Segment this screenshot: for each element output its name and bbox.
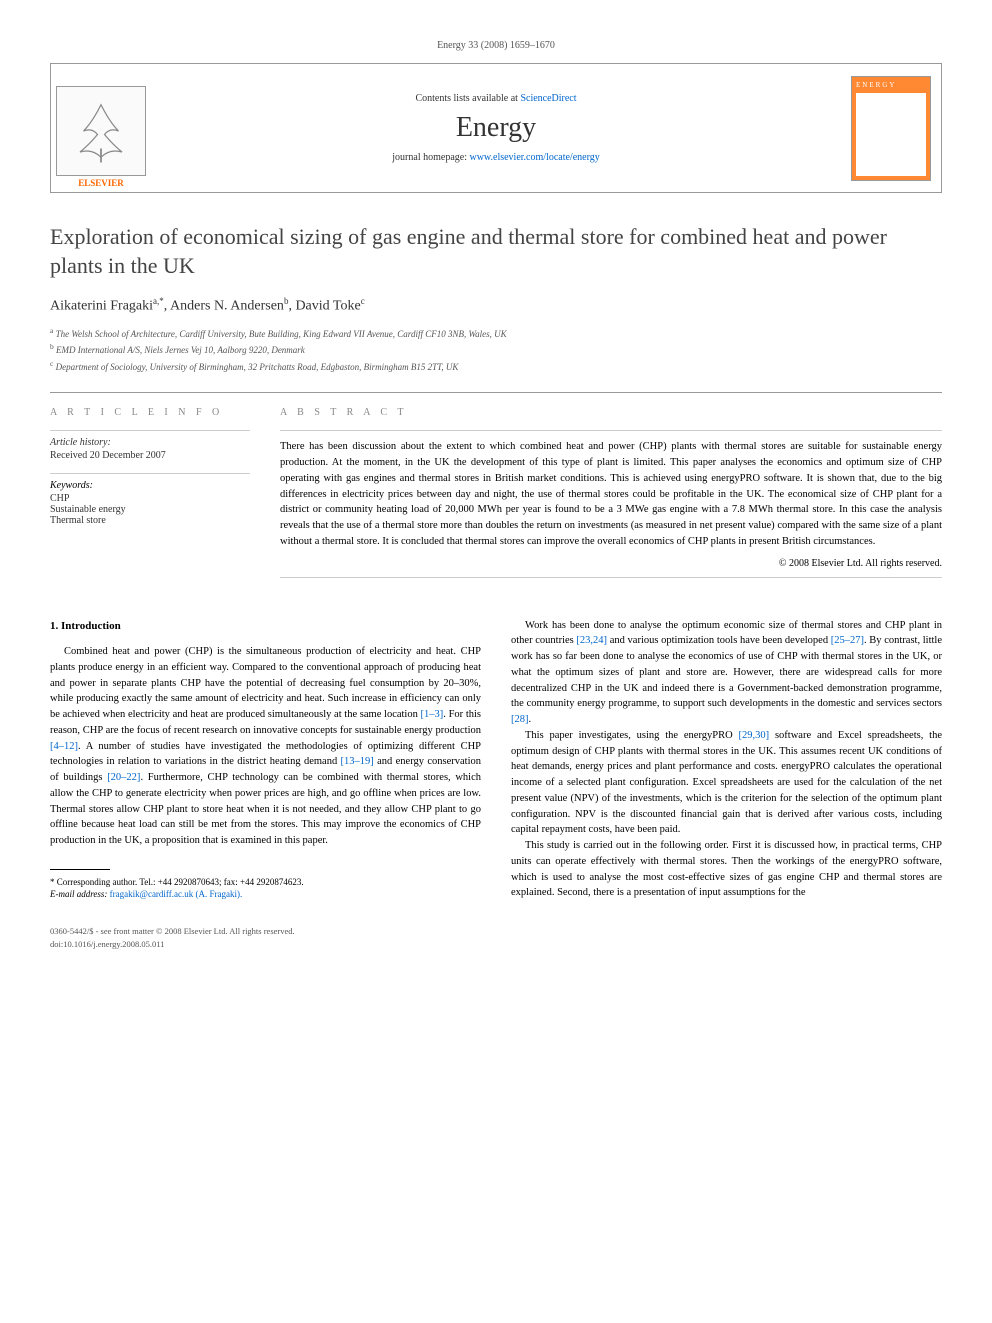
intro-paragraph-1: Combined heat and power (CHP) is the sim…: [50, 644, 481, 849]
contents-available-line: Contents lists available at ScienceDirec…: [151, 93, 841, 104]
intro-paragraph-3: This paper investigates, using the energ…: [511, 728, 942, 838]
article-info-column: A R T I C L E I N F O Article history: R…: [50, 407, 250, 577]
info-abstract-row: A R T I C L E I N F O Article history: R…: [50, 392, 942, 577]
corresponding-line: * Corresponding author. Tel.: +44 292087…: [50, 876, 481, 889]
abstract-text: There has been discussion about the exte…: [280, 430, 942, 549]
ref-link-28[interactable]: [28]: [511, 714, 529, 725]
ref-link-13-19[interactable]: [13–19]: [341, 756, 374, 767]
author-2: , Anders N. Andersen: [164, 299, 284, 314]
journal-homepage-link[interactable]: www.elsevier.com/locate/energy: [469, 152, 599, 163]
author-email-link[interactable]: fragakik@cardiff.ac.uk (A. Fragaki).: [110, 889, 243, 899]
journal-homepage-line: journal homepage: www.elsevier.com/locat…: [151, 152, 841, 163]
contents-prefix: Contents lists available at: [415, 93, 520, 104]
column-right: Work has been done to analyse the optimu…: [511, 618, 942, 951]
cover-body: [856, 93, 926, 176]
intro-paragraph-4: This study is carried out in the followi…: [511, 838, 942, 901]
author-3: , David Toke: [288, 299, 360, 314]
ref-link-25-27[interactable]: [25–27]: [831, 635, 864, 646]
intro-paragraph-2: Work has been done to analyse the optimu…: [511, 618, 942, 728]
section-1-heading: 1. Introduction: [50, 618, 481, 635]
keyword-3: Thermal store: [50, 515, 250, 526]
author-1: Aikaterini Fragaki: [50, 299, 153, 314]
publisher-logo-block: ELSEVIER: [51, 64, 151, 192]
abstract-label: A B S T R A C T: [280, 407, 942, 418]
journal-name: Energy: [151, 112, 841, 144]
banner-center: Contents lists available at ScienceDirec…: [151, 64, 841, 192]
author-list: Aikaterini Fragakia,*, Anders N. Anderse…: [50, 296, 942, 315]
journal-banner: ELSEVIER Contents lists available at Sci…: [50, 63, 942, 193]
author-3-affil: c: [361, 296, 365, 306]
ref-link-4-12[interactable]: [4–12]: [50, 741, 78, 752]
running-header: Energy 33 (2008) 1659–1670: [50, 40, 942, 51]
column-left: 1. Introduction Combined heat and power …: [50, 618, 481, 951]
corresponding-author-footnote: * Corresponding author. Tel.: +44 292087…: [50, 876, 481, 901]
affiliation-a: a The Welsh School of Architecture, Card…: [50, 325, 942, 342]
article-title: Exploration of economical sizing of gas …: [50, 223, 942, 280]
affiliation-b: b EMD International A/S, Niels Jernes Ve…: [50, 341, 942, 358]
ref-link-23-24[interactable]: [23,24]: [576, 635, 607, 646]
author-1-affil: a,*: [153, 296, 164, 306]
keyword-2: Sustainable energy: [50, 504, 250, 515]
abstract-copyright: © 2008 Elsevier Ltd. All rights reserved…: [280, 558, 942, 578]
keywords-label: Keywords:: [50, 473, 250, 491]
homepage-prefix: journal homepage:: [392, 152, 469, 163]
issn-line: 0360-5442/$ - see front matter © 2008 El…: [50, 925, 481, 938]
sciencedirect-link[interactable]: ScienceDirect: [520, 93, 576, 104]
email-line: E-mail address: fragakik@cardiff.ac.uk (…: [50, 888, 481, 901]
journal-cover-thumb: ENERGY: [841, 64, 941, 192]
affiliations: a The Welsh School of Architecture, Card…: [50, 325, 942, 375]
received-date: Received 20 December 2007: [50, 450, 250, 461]
cover-image: ENERGY: [851, 76, 931, 181]
bottom-meta: 0360-5442/$ - see front matter © 2008 El…: [50, 925, 481, 951]
footnote-rule: [50, 869, 110, 870]
article-info-label: A R T I C L E I N F O: [50, 407, 250, 418]
history-label: Article history:: [50, 430, 250, 448]
elsevier-tree-icon: [56, 86, 146, 176]
abstract-column: A B S T R A C T There has been discussio…: [280, 407, 942, 577]
body-two-column: 1. Introduction Combined heat and power …: [50, 618, 942, 951]
affiliation-c: c Department of Sociology, University of…: [50, 358, 942, 375]
publisher-name: ELSEVIER: [78, 178, 124, 188]
ref-link-1-3[interactable]: [1–3]: [421, 709, 444, 720]
keyword-1: CHP: [50, 493, 250, 504]
cover-title: ENERGY: [856, 81, 926, 89]
ref-link-29-30[interactable]: [29,30]: [739, 730, 770, 741]
doi-line: doi:10.1016/j.energy.2008.05.011: [50, 938, 481, 951]
ref-link-20-22[interactable]: [20–22]: [107, 772, 140, 783]
